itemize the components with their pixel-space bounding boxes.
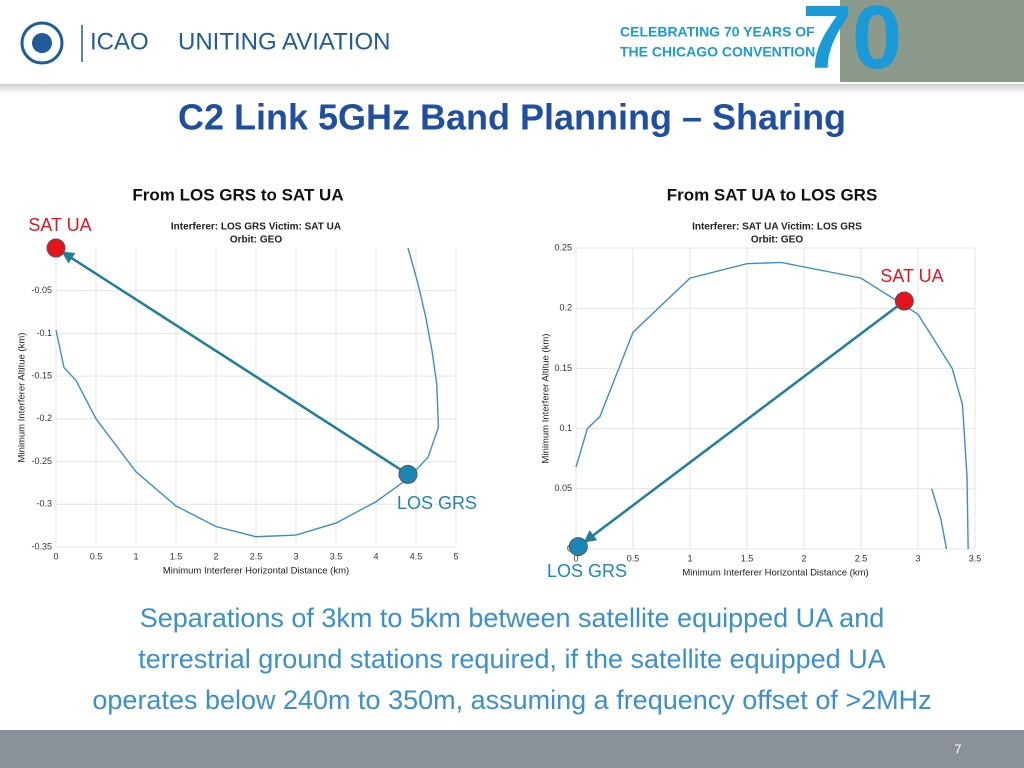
y-tick-label: 0.2 (559, 303, 572, 313)
x-tick-label: 2 (801, 553, 806, 563)
x-tick-label: 0.5 (90, 551, 103, 561)
y-tick-label: -0.25 (31, 456, 52, 466)
y-tick-label: 0.15 (554, 363, 572, 373)
point (398, 464, 418, 484)
y-tick-label: 0.25 (554, 242, 572, 252)
x-tick-label: 5 (453, 551, 458, 561)
point (894, 291, 914, 311)
x-tick-label: 1 (687, 553, 692, 563)
chart-title: From SAT UA to LOS GRS (667, 185, 878, 204)
logo (20, 21, 64, 65)
y-axis-label: Minimum Interferer Altitue (km) (541, 334, 552, 464)
chart-title: From LOS GRS to SAT UA (132, 185, 343, 204)
curve (575, 261, 969, 550)
chart-subtitle: Interferer: SAT UA Victim: LOS GRS (692, 222, 862, 233)
x-tick-label: 3 (293, 551, 298, 561)
x-tick-label: 1.5 (170, 551, 183, 561)
y-tick-label: -0.3 (36, 499, 52, 509)
curve (55, 247, 440, 538)
point-label: LOS GRS (397, 493, 477, 513)
y-tick-label: -0.1 (36, 328, 52, 338)
celebration: THE CHICAGO CONVENTION (620, 44, 815, 60)
x-tick-label: 2.5 (250, 551, 263, 561)
x-tick-label: 3.5 (969, 553, 982, 563)
y-tick-label: -0.35 (31, 541, 52, 551)
y-axis-label: Minimum Interferer Altitue (km) (17, 333, 28, 463)
chart-subtitle: Interferer: LOS GRS Victim: SAT UA (171, 222, 341, 233)
x-tick-label: 0 (53, 551, 58, 561)
x-tick-label: 0.5 (627, 553, 640, 563)
x-tick-label: 0 (573, 553, 578, 563)
x-tick-label: 4 (373, 551, 378, 561)
chart-subtitle: Orbit: GEO (230, 235, 282, 246)
x-tick-label: 2 (213, 551, 218, 561)
logo (32, 33, 52, 53)
celebration: CELEBRATING 70 YEARS OF (620, 24, 815, 40)
point (46, 238, 66, 258)
arrow (583, 299, 906, 543)
caption: Separations of 3km to 5km between satell… (140, 603, 884, 633)
chart-subtitle: Orbit: GEO (751, 235, 803, 246)
point-label: SAT UA (28, 215, 91, 235)
arrow (61, 251, 409, 476)
tagline: UNITING AVIATION (178, 28, 390, 55)
header-shadow (0, 84, 1024, 94)
x-tick-label: 3.5 (330, 551, 343, 561)
y-tick-label: -0.2 (36, 413, 52, 423)
x-axis-label: Minimum Interferer Horizontal Distance (… (682, 568, 868, 579)
anniversary: 70 (802, 0, 902, 88)
caption: operates below 240m to 350m, assuming a … (92, 685, 931, 715)
slide-title: C2 Link 5GHz Band Planning – Sharing (178, 97, 846, 138)
footer (0, 730, 1024, 768)
y-tick-label: 0.05 (554, 483, 572, 493)
x-tick-label: 3 (915, 553, 920, 563)
y-tick-label: 0.1 (559, 423, 572, 433)
x-axis-label: Minimum Interferer Horizontal Distance (… (163, 566, 349, 577)
y-tick-label: -0.05 (31, 285, 52, 295)
page-number: 7 (954, 741, 961, 756)
x-tick-label: 1.5 (741, 553, 754, 563)
x-tick-label: 1 (133, 551, 138, 561)
point-label: SAT UA (880, 266, 943, 286)
photo (840, 0, 1024, 82)
caption: terrestrial ground stations required, if… (138, 644, 885, 674)
brand: ICAO (90, 28, 149, 55)
x-tick-label: 2.5 (855, 553, 868, 563)
y-tick-label: -0.15 (31, 371, 52, 381)
point (568, 537, 588, 557)
point-label: LOS GRS (547, 561, 627, 581)
x-tick-label: 4.5 (410, 551, 423, 561)
